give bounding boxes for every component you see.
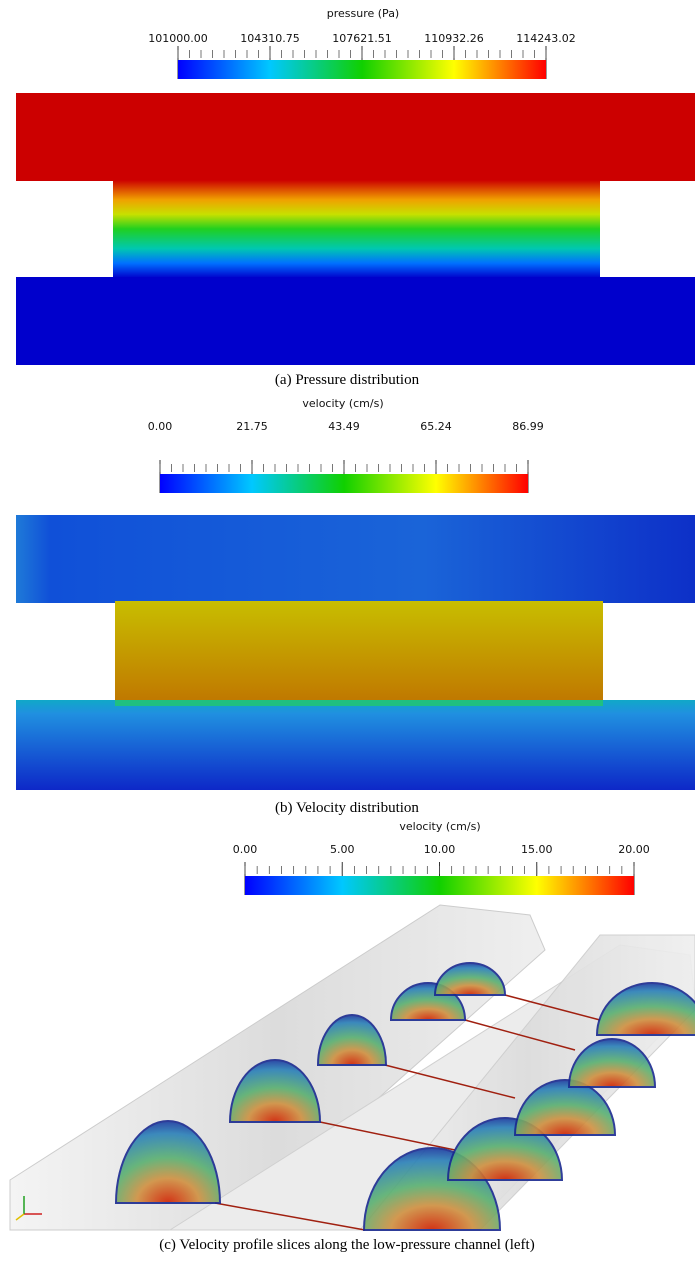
colorbar-tick-label: 65.24 <box>420 420 452 433</box>
caption: (a) Pressure distribution <box>275 372 420 388</box>
caption: (c) Velocity profile slices along the lo… <box>159 1237 534 1253</box>
colorbar-title: pressure (Pa) <box>327 7 399 20</box>
colorbar-title: velocity (cm/s) <box>399 820 480 833</box>
colorbar-tick-label: 5.00 <box>330 843 355 856</box>
colorbar-title: velocity (cm/s) <box>302 397 383 410</box>
velocity-field <box>16 515 695 790</box>
colorbar <box>178 60 546 79</box>
colorbar-tick-label: 107621.51 <box>332 32 392 45</box>
colorbar-tick-label: 114243.02 <box>516 32 576 45</box>
colorbar-tick-label: 20.00 <box>618 843 650 856</box>
colorbar-tick-label: 86.99 <box>512 420 544 433</box>
colorbar-tick-label: 15.00 <box>521 843 553 856</box>
colorbar-tick-label: 110932.26 <box>424 32 484 45</box>
colorbar-tick-label: 0.00 <box>148 420 173 433</box>
colorbar-tick-label: 0.00 <box>233 843 258 856</box>
colorbar-tick-label: 10.00 <box>424 843 456 856</box>
colorbar-tick-label: 21.75 <box>236 420 268 433</box>
colorbar <box>245 876 634 895</box>
colorbar-tick-label: 104310.75 <box>240 32 300 45</box>
colorbar-tick-label: 101000.00 <box>148 32 208 45</box>
pressure-field <box>16 93 695 365</box>
velocity-slices-render <box>10 905 695 1230</box>
caption: (b) Velocity distribution <box>275 800 419 816</box>
colorbar <box>160 474 528 493</box>
colorbar-tick-label: 43.49 <box>328 420 360 433</box>
figure: pressure (Pa) 101000.00 104310.75 107621.51… <box>0 0 695 1263</box>
